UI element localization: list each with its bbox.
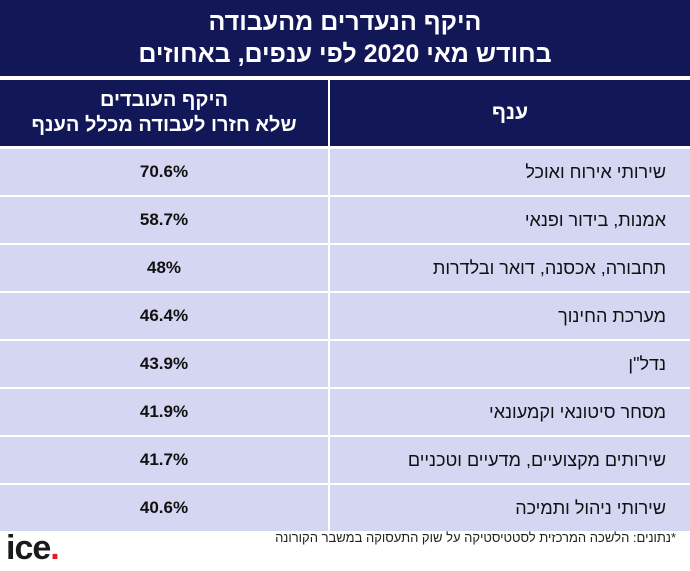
value-cell: 70.6%	[0, 149, 328, 195]
header-sector: ענף	[328, 80, 690, 146]
value-cell: 48%	[0, 245, 328, 291]
table-header: ענף היקף העובדים שלא חזרו לעבודה מכלל הע…	[0, 80, 690, 146]
source-footnote: *נתונים: הלשכה המרכזית לסטטיסטיקה על שוק…	[275, 530, 676, 545]
table-row: שירותי אירוח ואוכל 70.6%	[0, 149, 690, 195]
sector-cell: מערכת החינוך	[328, 293, 690, 339]
header-value-line-1: היקף העובדים	[99, 89, 229, 111]
value-cell: 41.9%	[0, 389, 328, 435]
value-cell: 41.7%	[0, 437, 328, 483]
sector-cell: שירותי אירוח ואוכל	[328, 149, 690, 195]
value-cell: 58.7%	[0, 197, 328, 243]
sector-cell: אמנות, בידור ופנאי	[328, 197, 690, 243]
table-row: אמנות, בידור ופנאי 58.7%	[0, 197, 690, 243]
sector-cell: נדל"ן	[328, 341, 690, 387]
sector-cell: שירותים מקצועיים, מדעיים וטכניים	[328, 437, 690, 483]
table-body: שירותי אירוח ואוכל 70.6% אמנות, בידור ופנא…	[0, 149, 690, 533]
sector-cell: מסחר סיטונאי וקמעונאי	[328, 389, 690, 435]
table-row: תחבורה, אכסנה, דואר ובלדרות 48%	[0, 245, 690, 291]
chart-title: היקף הנעדרים מהעבודה בחודש מאי 2020 לפי …	[0, 0, 690, 76]
sector-cell: תחבורה, אכסנה, דואר ובלדרות	[328, 245, 690, 291]
title-line-2: בחודש מאי 2020 לפי ענפים, באחוזים	[138, 40, 552, 68]
header-value-line-2: שלא חזרו לעבודה מכלל הענף	[31, 114, 297, 136]
table-row: שירותים מקצועיים, מדעיים וטכניים 41.7%	[0, 437, 690, 483]
header-sector-label: ענף	[491, 101, 529, 124]
sector-cell: שירותי ניהול ותמיכה	[328, 485, 690, 531]
title-line-1: היקף הנעדרים מהעבודה	[208, 8, 482, 36]
table-row: נדל"ן 43.9%	[0, 341, 690, 387]
ice-logo: ice.	[6, 529, 60, 567]
table-row: שירותי ניהול ותמיכה 40.6%	[0, 485, 690, 531]
value-cell: 43.9%	[0, 341, 328, 387]
table-row: מסחר סיטונאי וקמעונאי 41.9%	[0, 389, 690, 435]
table-row: מערכת החינוך 46.4%	[0, 293, 690, 339]
header-value: היקף העובדים שלא חזרו לעבודה מכלל הענף	[0, 80, 328, 146]
value-cell: 46.4%	[0, 293, 328, 339]
value-cell: 40.6%	[0, 485, 328, 531]
